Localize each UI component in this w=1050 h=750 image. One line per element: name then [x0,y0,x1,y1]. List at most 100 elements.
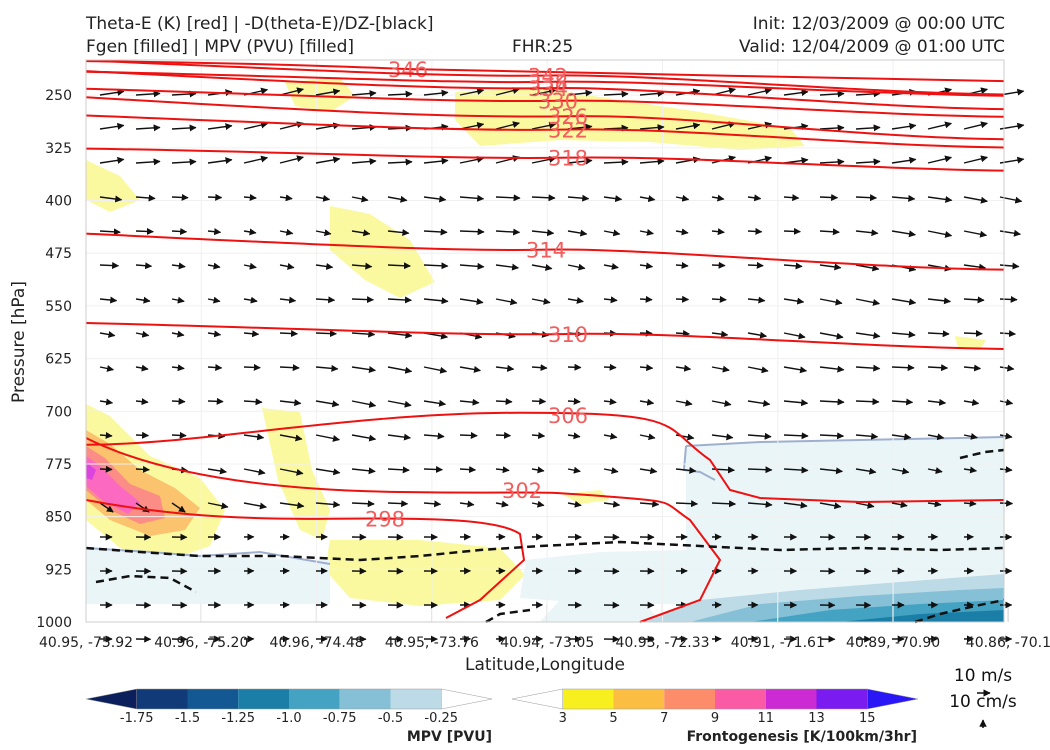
wind-vector [639,262,654,270]
wind-vector [855,264,880,272]
x-tick-label: 40.96, -74.48 [270,635,364,651]
wind-vector [495,398,513,406]
wind-vector [99,296,118,304]
theta-e-contour-label: 346 [388,58,428,82]
colorbar-tick-label: 7 [660,711,668,726]
wind-vector [855,467,877,475]
colorbar-tick-label: -1.25 [221,711,255,726]
wind-vector [351,366,377,373]
colorbar-segment [339,689,391,709]
wind-vector [99,122,125,130]
wind-vector [459,466,477,474]
wind-vector [315,500,341,508]
wind-vector [387,296,412,304]
wind-vector [99,365,114,372]
wind-vector [927,330,950,338]
wind-vector [135,227,154,235]
wind-vector [423,366,448,374]
theta-e-contour [85,96,1005,141]
wind-vector [351,262,373,270]
wind-vector [819,332,844,340]
frontogenesis-colorbar-title: Frontogenesis [K/100km/3hr] [687,729,917,745]
wind-vector [855,364,881,372]
wind-vector [171,90,197,98]
colorbar-tick-label: 11 [757,711,774,726]
theta-e-contour-label: 318 [548,147,588,171]
wind-vector [639,158,665,165]
wind-vector [207,123,233,131]
wind-vector [243,363,261,371]
wind-vector [99,331,116,338]
colorbar-tick-label: -1.5 [175,711,200,726]
wind-vector [963,330,983,338]
wind-vector [315,434,340,442]
wind-vector [675,330,690,337]
wind-vector [243,468,266,476]
wind-vector [855,124,881,132]
colorbar-segment [187,689,239,709]
wind-vector [315,156,341,164]
wind-vector [891,194,916,202]
wind-vector [927,467,943,474]
wind-vector [711,500,737,508]
filled-fields [85,78,1005,622]
wind-vector [531,397,547,405]
wind-vector [567,89,593,97]
wind-vector [387,158,413,166]
wind-vector [603,90,629,98]
wind-vector [495,298,518,306]
wind-vector [459,431,478,439]
wind-vector [531,500,545,508]
wind-vector [927,364,949,372]
wind-vector [351,467,376,475]
wind-vector [567,500,582,508]
wind-vector [567,297,584,304]
wind-vector [891,501,908,509]
wind-vector [531,364,548,372]
wind-vector [423,465,444,473]
theta-e-contour-label: 330 [538,90,578,114]
wind-vector [279,501,305,509]
y-tick-label: 625 [45,352,72,368]
wind-vector [387,400,412,408]
wind-vector [963,466,978,474]
colorbar-tick-label: -1.75 [120,711,154,726]
wind-vector [855,298,881,306]
wind-vector [747,194,762,202]
wind-vector [783,297,805,305]
init-time: Init: 12/03/2009 @ 00:00 UTC [752,14,1005,34]
theta-e-contour-label: 314 [526,239,566,263]
wind-vector [999,364,1015,372]
wind-vector [99,88,125,96]
wind-vector [891,298,917,306]
wind-vector [927,121,953,130]
wind-vector [531,264,553,271]
wind-vector [423,89,449,97]
wind-vector [315,194,331,202]
wind-vector [963,230,988,238]
wind-vector [351,500,375,508]
wind-vector [99,398,114,406]
wind-vector [999,229,1021,237]
wind-vector [783,466,809,474]
wind-vector [243,502,267,510]
theta-e-contour-label: 306 [548,404,588,428]
y-tick-label: 400 [45,194,72,210]
wind-vector [495,431,512,439]
colorbar-segment [238,689,289,709]
wind-vector [207,262,221,270]
y-tick-label: 250 [45,88,72,104]
colorbar-tick-label: -0.5 [378,711,403,726]
wind-key-label-1: 10 m/s [954,666,1012,686]
theta-e-contour [85,411,1005,504]
wind-vector [891,398,914,406]
wind-vector [603,363,617,371]
wind-vector [423,399,447,407]
colorbar-tick-label: -1.0 [276,711,301,726]
wind-vector [891,364,915,372]
wind-vector [675,399,693,407]
wind-vector [459,228,485,236]
theta-e-contour [85,70,1005,97]
theta-e-contour [85,59,1005,96]
